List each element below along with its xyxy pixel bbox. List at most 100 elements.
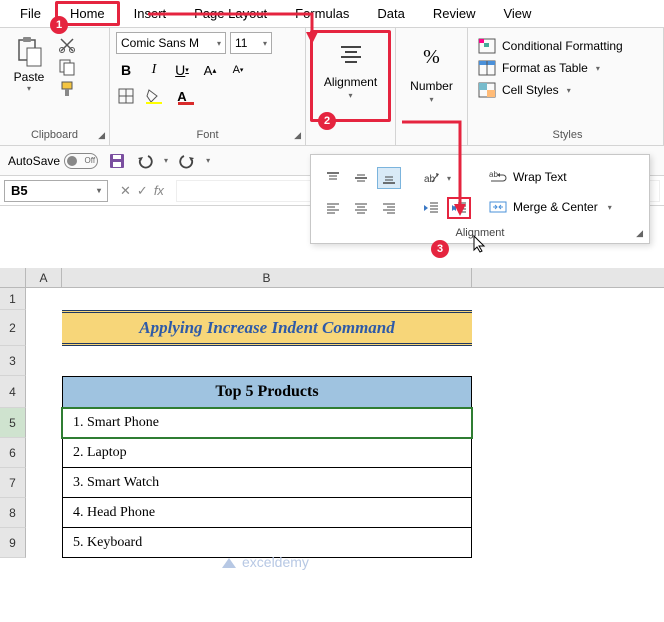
font-size-select[interactable]: 11▾ bbox=[230, 32, 272, 54]
orientation-button[interactable]: ab bbox=[419, 167, 443, 189]
row-headers: 1 2 3 4 5 6 7 8 9 bbox=[0, 288, 26, 558]
decrease-font-button[interactable]: A▾ bbox=[228, 60, 248, 80]
format-table-label: Format as Table bbox=[502, 61, 588, 75]
tab-insert[interactable]: Insert bbox=[120, 2, 181, 25]
conditional-formatting-icon bbox=[478, 38, 496, 54]
row-header-2[interactable]: 2 bbox=[0, 310, 26, 346]
cell-styles-label: Cell Styles bbox=[502, 83, 559, 97]
merge-center-label: Merge & Center bbox=[513, 200, 598, 214]
row-header-4[interactable]: 4 bbox=[0, 376, 26, 408]
cancel-formula-icon[interactable]: ✕ bbox=[120, 183, 131, 199]
bold-button[interactable]: B bbox=[116, 60, 136, 80]
group-alignment: Alignment ▾ bbox=[306, 28, 396, 145]
increase-indent-button[interactable] bbox=[447, 197, 471, 219]
tab-formulas[interactable]: Formulas bbox=[281, 2, 363, 25]
font-color-underline bbox=[178, 102, 194, 105]
row-header-1[interactable]: 1 bbox=[0, 288, 26, 310]
underline-button[interactable]: U▾ bbox=[172, 60, 192, 80]
align-dropdown-launcher-icon[interactable]: ◢ bbox=[636, 228, 643, 239]
callout-badge-2: 2 bbox=[318, 112, 336, 130]
paste-button[interactable]: Paste ▾ bbox=[6, 32, 52, 120]
row-header-5[interactable]: 5 bbox=[0, 408, 26, 438]
name-box-value: B5 bbox=[11, 183, 28, 198]
svg-text:ab: ab bbox=[489, 170, 498, 179]
font-name-select[interactable]: Comic Sans M▾ bbox=[116, 32, 226, 54]
table-row[interactable]: 2. Laptop bbox=[62, 438, 472, 468]
redo-icon[interactable] bbox=[178, 152, 196, 170]
cursor-icon bbox=[472, 234, 488, 254]
number-label: Number bbox=[410, 79, 453, 93]
font-launcher-icon[interactable]: ◢ bbox=[294, 130, 301, 141]
cell-styles-button[interactable]: Cell Styles▾ bbox=[478, 82, 657, 98]
clipboard-group-label: Clipboard bbox=[6, 129, 103, 143]
title-cell[interactable]: Applying Increase Indent Command bbox=[62, 310, 472, 346]
wrap-text-button[interactable]: ab Wrap Text bbox=[489, 169, 612, 185]
decrease-indent-button[interactable] bbox=[419, 197, 443, 219]
enter-formula-icon[interactable]: ✓ bbox=[137, 183, 148, 199]
watermark-icon bbox=[220, 554, 238, 570]
autosave-toggle[interactable]: AutoSave Off bbox=[8, 153, 98, 169]
font-name-value: Comic Sans M bbox=[121, 36, 199, 50]
align-center-button[interactable] bbox=[349, 197, 373, 219]
font-group-label: Font bbox=[116, 129, 299, 143]
fill-color-button[interactable] bbox=[144, 86, 164, 106]
alignment-label: Alignment bbox=[324, 75, 377, 89]
save-icon[interactable] bbox=[108, 152, 126, 170]
watermark: exceldemy bbox=[220, 554, 309, 570]
name-box[interactable]: B5▾ bbox=[4, 180, 108, 202]
styles-group-label: Styles bbox=[478, 129, 657, 143]
callout-badge-1: 1 bbox=[50, 16, 68, 34]
copy-icon[interactable] bbox=[58, 58, 76, 76]
table-row[interactable]: 3. Smart Watch bbox=[62, 468, 472, 498]
select-all-corner[interactable] bbox=[0, 268, 26, 287]
clipboard-launcher-icon[interactable]: ◢ bbox=[98, 130, 105, 141]
spreadsheet-grid: A B 1 2 3 4 5 6 7 8 9 Applying Increase … bbox=[0, 268, 664, 622]
borders-button[interactable] bbox=[116, 86, 136, 106]
group-number: % Number ▾ bbox=[396, 28, 468, 145]
tab-page-layout[interactable]: Page Layout bbox=[180, 2, 281, 25]
table-row[interactable]: 1. Smart Phone bbox=[62, 408, 472, 438]
format-as-table-button[interactable]: Format as Table▾ bbox=[478, 60, 657, 76]
paste-label: Paste bbox=[14, 70, 45, 84]
tab-file[interactable]: File bbox=[6, 2, 55, 25]
align-right-button[interactable] bbox=[377, 197, 401, 219]
align-left-button[interactable] bbox=[321, 197, 345, 219]
undo-icon[interactable] bbox=[136, 152, 154, 170]
align-middle-button[interactable] bbox=[349, 167, 373, 189]
tab-view[interactable]: View bbox=[489, 2, 545, 25]
merge-center-button[interactable]: Merge & Center ▾ bbox=[489, 199, 612, 215]
group-font: Comic Sans M▾ 11▾ B I U▾ A▴ A▾ A Font ◢ bbox=[110, 28, 306, 145]
cut-icon[interactable] bbox=[58, 36, 76, 54]
row-header-6[interactable]: 6 bbox=[0, 438, 26, 468]
align-bottom-button[interactable] bbox=[377, 167, 401, 189]
tab-review[interactable]: Review bbox=[419, 2, 490, 25]
conditional-formatting-button[interactable]: Conditional Formatting bbox=[478, 38, 657, 54]
menu-bar: File Home Insert Page Layout Formulas Da… bbox=[0, 0, 664, 28]
table-header[interactable]: Top 5 Products bbox=[62, 376, 472, 408]
format-painter-icon[interactable] bbox=[58, 80, 76, 98]
font-size-value: 11 bbox=[235, 36, 247, 50]
align-top-button[interactable] bbox=[321, 167, 345, 189]
group-styles: Conditional Formatting Format as Table▾ … bbox=[468, 28, 664, 145]
tab-data[interactable]: Data bbox=[363, 2, 418, 25]
callout-badge-3: 3 bbox=[431, 240, 449, 258]
increase-font-button[interactable]: A▴ bbox=[200, 60, 220, 80]
col-header-a[interactable]: A bbox=[26, 268, 62, 287]
paste-icon bbox=[15, 36, 43, 68]
row-header-8[interactable]: 8 bbox=[0, 498, 26, 528]
cell-styles-icon bbox=[478, 82, 496, 98]
row-header-3[interactable]: 3 bbox=[0, 346, 26, 376]
alignment-dropdown-button[interactable]: Alignment ▾ bbox=[310, 30, 391, 122]
conditional-formatting-label: Conditional Formatting bbox=[502, 39, 623, 53]
table-row[interactable]: 4. Head Phone bbox=[62, 498, 472, 528]
products-table: Top 5 Products 1. Smart Phone 2. Laptop … bbox=[62, 376, 472, 558]
format-table-icon bbox=[478, 60, 496, 76]
autosave-pill[interactable]: Off bbox=[64, 153, 98, 169]
italic-button[interactable]: I bbox=[144, 60, 164, 80]
row-header-7[interactable]: 7 bbox=[0, 468, 26, 498]
merge-center-icon bbox=[489, 199, 507, 215]
col-header-b[interactable]: B bbox=[62, 268, 472, 287]
fx-icon[interactable]: fx bbox=[154, 183, 164, 199]
number-dropdown-button[interactable]: % Number ▾ bbox=[402, 32, 461, 104]
row-header-9[interactable]: 9 bbox=[0, 528, 26, 558]
